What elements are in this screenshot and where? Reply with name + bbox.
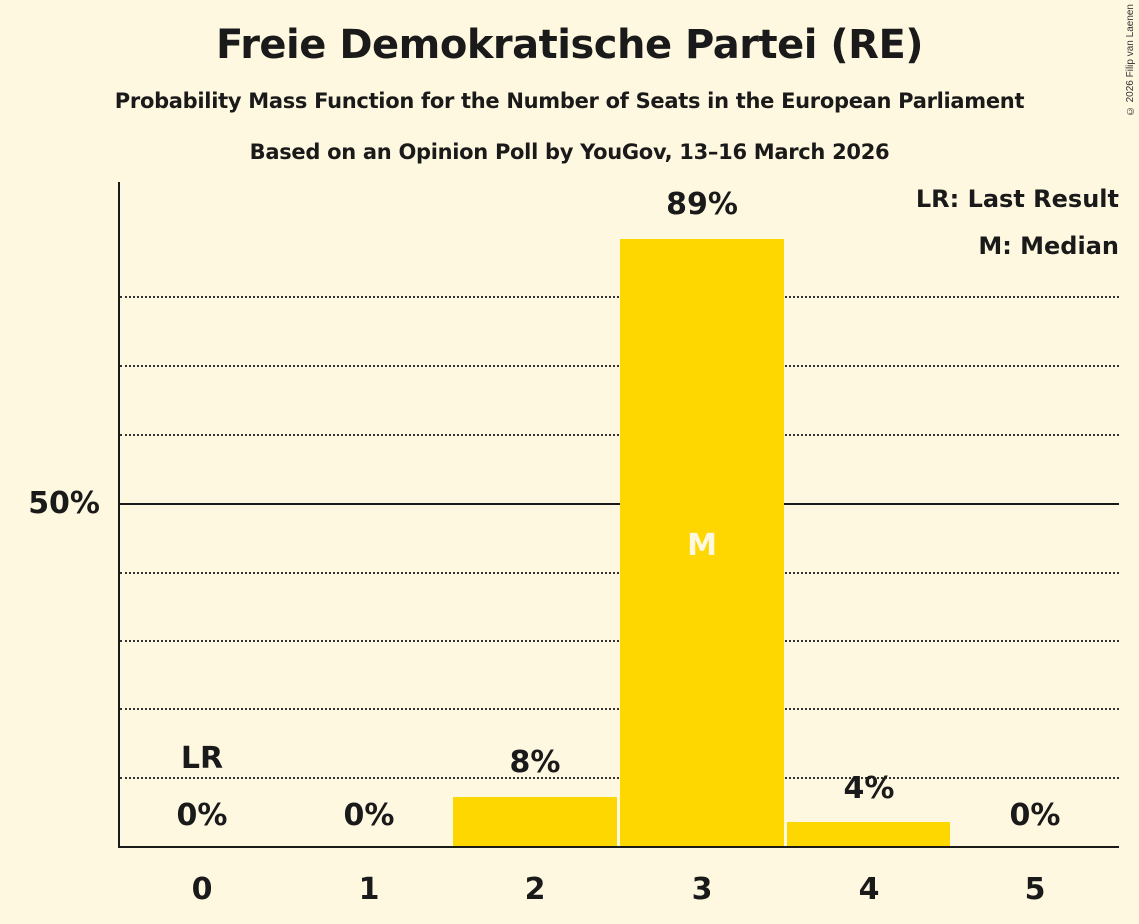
gridline-50	[120, 503, 1119, 505]
bar-label-3: 89%	[666, 187, 738, 222]
x-tick-3: 3	[691, 872, 713, 907]
bar-seats-3	[620, 239, 784, 847]
x-tick-1: 1	[358, 872, 380, 907]
gridline-40	[120, 572, 1119, 574]
bar-label-5: 0%	[1009, 798, 1061, 833]
gridline-70	[120, 365, 1119, 367]
x-tick-0: 0	[191, 872, 213, 907]
bar-seats-4	[787, 822, 950, 847]
gridline-30	[120, 640, 1119, 642]
chart-subtitle: Probability Mass Function for the Number…	[114, 89, 1025, 113]
x-tick-4: 4	[858, 872, 880, 907]
x-tick-5: 5	[1024, 872, 1046, 907]
y-tick-label-50: 50%	[28, 486, 100, 521]
median-marker: M	[687, 528, 717, 563]
gridline-20	[120, 708, 1119, 710]
x-axis	[118, 846, 1119, 848]
last-result-marker: LR	[180, 741, 224, 776]
bar-label-1: 0%	[343, 798, 395, 833]
bar-label-0: 0%	[176, 798, 228, 833]
x-tick-2: 2	[524, 872, 546, 907]
y-axis	[118, 182, 120, 848]
legend-last-result: LR: Last Result	[915, 185, 1119, 213]
bar-seats-2	[453, 797, 617, 847]
gridline-60	[120, 434, 1119, 436]
gridline-10	[120, 777, 1119, 779]
bar-label-4: 4%	[843, 771, 895, 806]
chart-source: Based on an Opinion Poll by YouGov, 13–1…	[249, 140, 890, 164]
gridline-80	[120, 296, 1119, 298]
copyright-notice: © 2026 Filip van Laenen	[1125, 4, 1136, 117]
bar-label-2: 8%	[509, 745, 561, 780]
chart-title: Freie Demokratische Partei (RE)	[215, 22, 924, 68]
legend-median: M: Median	[978, 232, 1119, 260]
